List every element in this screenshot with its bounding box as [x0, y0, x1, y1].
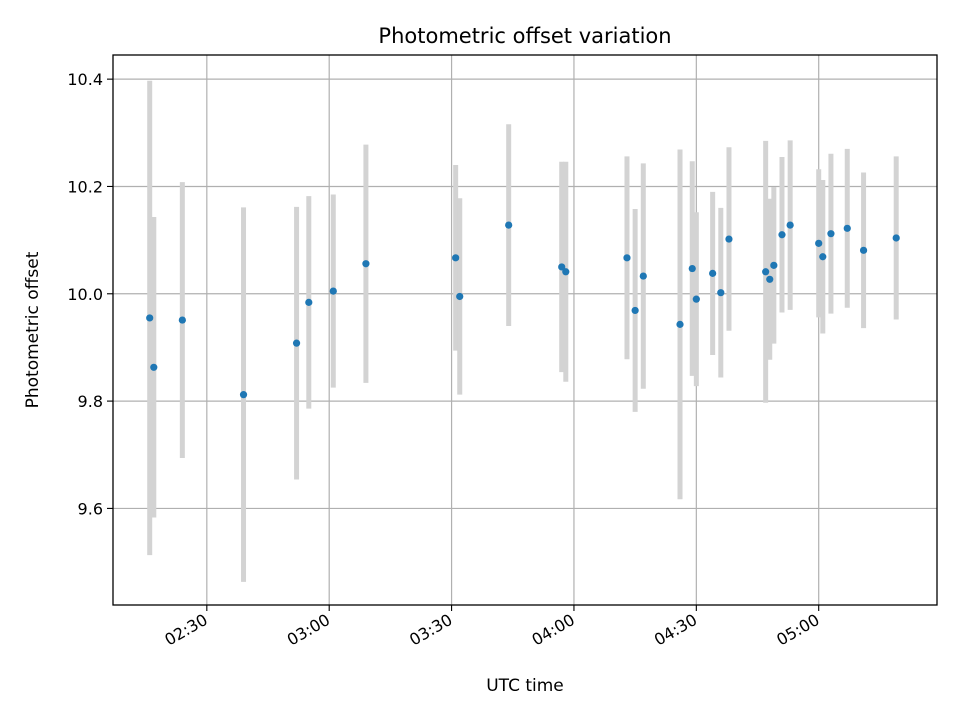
grid-lines [113, 55, 937, 605]
data-point [329, 287, 337, 295]
data-point [362, 260, 370, 268]
data-point [305, 298, 313, 306]
data-point [892, 234, 900, 242]
error-bars [147, 80, 899, 582]
data-point [639, 272, 647, 280]
x-tick-label: 05:00 [773, 610, 822, 650]
data-point [766, 275, 774, 283]
data-point [827, 230, 835, 238]
data-point [146, 314, 154, 322]
plot-area-frame [112, 54, 938, 606]
data-point [178, 316, 186, 324]
y-tick-label: 9.6 [78, 499, 103, 518]
data-point [150, 363, 158, 371]
data-point [762, 268, 770, 276]
data-point [819, 253, 827, 261]
x-tick-label: 04:00 [529, 610, 578, 650]
data-point [456, 292, 464, 301]
data-point [692, 295, 700, 303]
data-point [709, 269, 717, 277]
data-point [292, 339, 301, 347]
x-axis-label: UTC time [486, 676, 564, 696]
y-tick-label: 10.2 [67, 177, 103, 196]
x-tick-label: 03:00 [284, 610, 333, 650]
data-point [725, 235, 733, 243]
x-axis-ticks: 02:30 03:00 03:30 04:00 04:30 05:00 [161, 605, 823, 650]
data-point [778, 231, 786, 239]
y-tick-label: 10.0 [67, 285, 103, 304]
data-point [688, 264, 696, 273]
data-point [770, 261, 778, 269]
data-point [786, 221, 794, 229]
data-point [717, 289, 725, 297]
data-point [239, 391, 248, 399]
data-point [623, 254, 631, 262]
data-point [562, 268, 570, 276]
x-tick-label: 04:30 [651, 610, 700, 650]
data-point [631, 306, 639, 315]
data-points [146, 221, 900, 399]
data-point [815, 239, 823, 247]
y-tick-label: 9.8 [78, 392, 103, 411]
data-point [859, 246, 868, 254]
data-point [452, 254, 460, 262]
x-tick-label: 03:30 [406, 610, 455, 650]
chart-title: Photometric offset variation [378, 24, 671, 48]
x-tick-label: 02:30 [161, 610, 210, 650]
y-tick-label: 10.4 [67, 70, 103, 89]
data-point [843, 224, 851, 232]
data-point [505, 221, 513, 229]
y-axis-label: Photometric offset [23, 251, 43, 408]
y-axis-ticks: 9.6 9.8 10.0 10.2 10.4 [67, 70, 113, 518]
data-point [676, 320, 684, 328]
data-point [558, 263, 566, 271]
